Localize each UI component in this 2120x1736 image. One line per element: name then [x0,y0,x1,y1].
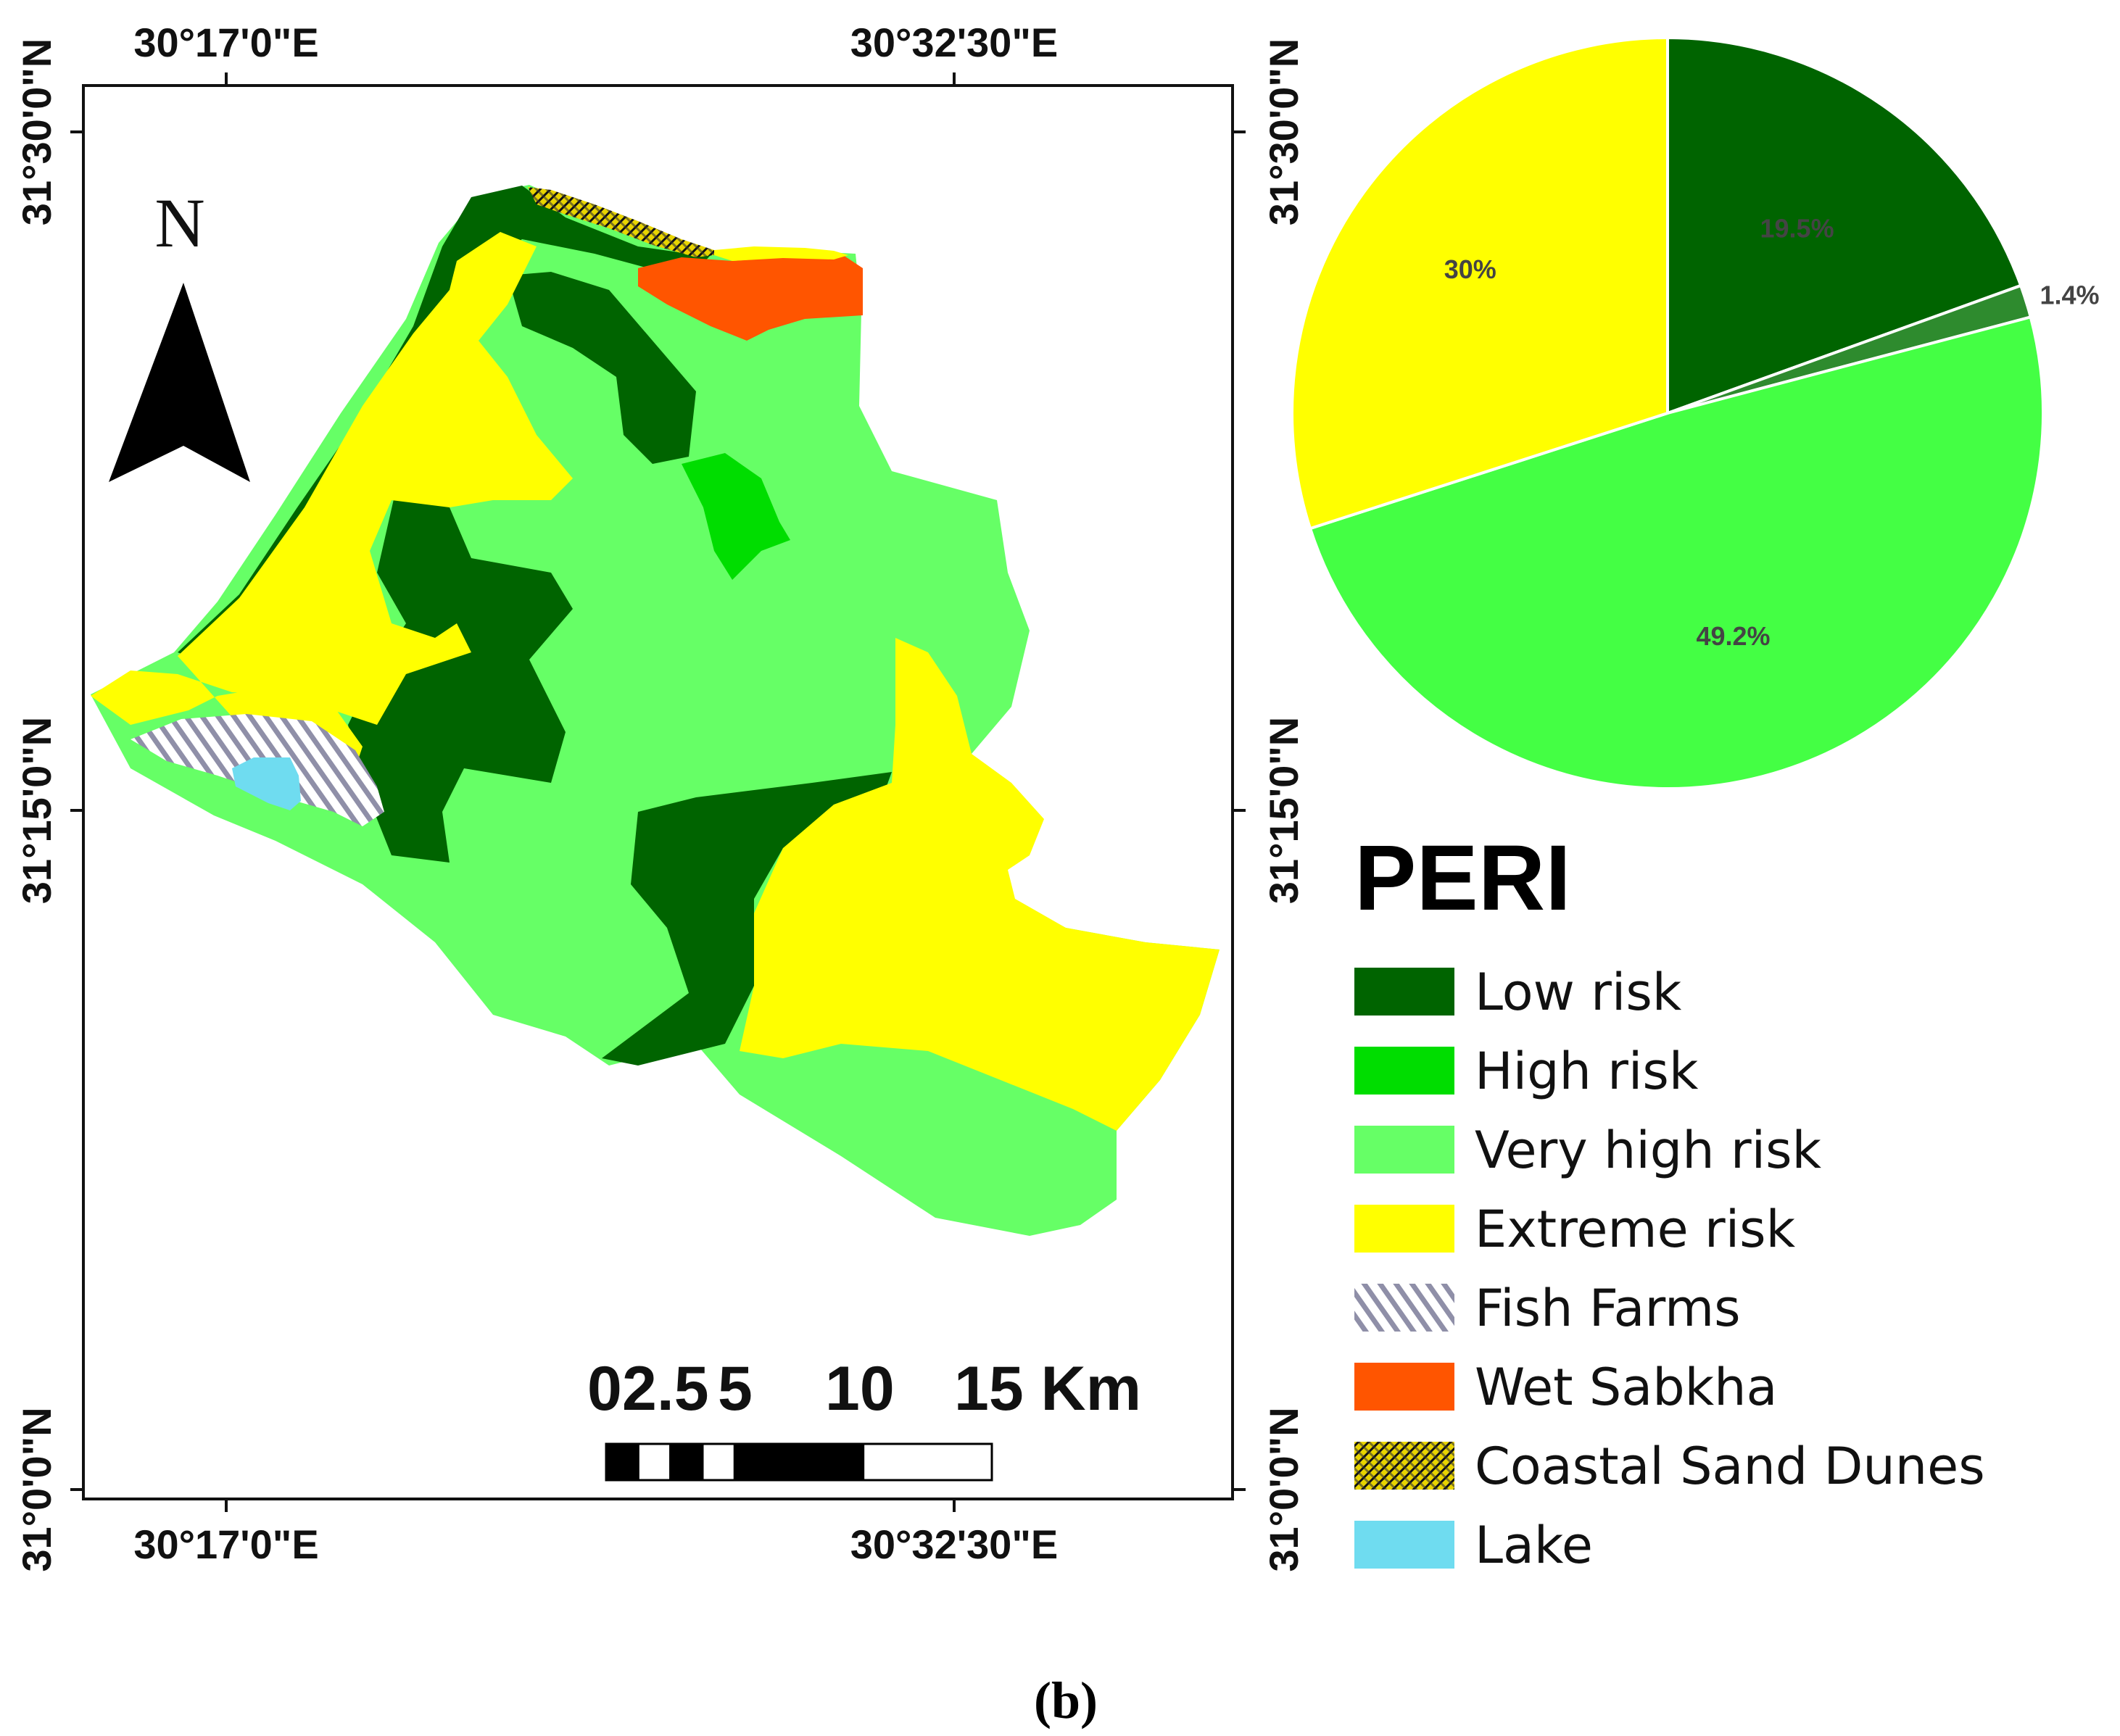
legend-label: Wet Sabkha [1475,1358,1777,1417]
scale-label-15-km: 15 Km [954,1354,1141,1424]
pie-slice-label: 1.4% [2040,281,2100,310]
legend-swatch [1354,1284,1454,1332]
legend-swatch [1354,1126,1454,1174]
coordinate-labels: 30°17'0"E 30°32'30"E 30°17'0"E 30°32'30"… [14,20,1307,1572]
legend-swatch [1354,968,1454,1016]
region-coastal-sand-dunes-ne [714,246,848,261]
legend-label: Fish Farms [1475,1279,1741,1338]
legend-label: Lake [1475,1516,1593,1575]
scale-label-2-5: 2.5 [622,1354,709,1424]
x-label-top-left: 30°17'0"E [133,20,318,65]
scale-label-0: 0 [587,1354,622,1424]
scale-bar-segment [733,1442,865,1482]
legend-swatch [1354,1363,1454,1411]
map-panel: N 0 2.5 5 10 15 Km 30°17'0"E 30°32'30"E … [14,20,1307,1572]
legend-swatch [1354,1205,1454,1253]
scale-bar-segment [605,1442,639,1482]
y-label-right-bottom: 31°0'0"N [1261,1407,1307,1571]
north-arrow-icon [109,283,250,482]
north-arrow: N [109,184,250,482]
legend-label: Extreme risk [1475,1200,1796,1259]
region-low-risk-north [508,272,696,464]
scale-bar-segment [669,1442,704,1482]
pie-slice [1291,36,1669,531]
pie-slice [1666,36,2023,415]
legend-label: Low risk [1475,963,1682,1022]
scale-label-5: 5 [718,1354,753,1424]
region-extreme-risk-nw [91,232,573,768]
x-label-top-right: 30°32'30"E [850,20,1058,65]
region-lake [232,757,301,810]
map-regions [91,185,1220,1236]
map-ticks [70,72,1246,1512]
y-label-right-top: 31°30'0"N [1261,38,1307,225]
scale-label-10: 10 [825,1354,895,1424]
pie-slice-label: 19.5% [1760,214,1834,244]
pie-slice-label: 49.2% [1696,621,1770,651]
legend-swatch [1354,1442,1454,1490]
legend-label: Very high risk [1475,1121,1822,1180]
figure-caption: (b) [1034,1671,1098,1729]
region-high-risk [682,453,790,580]
region-low-risk-west [348,493,573,863]
legend-swatch [1354,1521,1454,1569]
y-label-right-middle: 31°15'0"N [1261,717,1307,904]
region-extreme-risk-se [740,638,1220,1131]
y-label-left-middle: 31°15'0"N [14,717,59,904]
pie-chart: 19.5% 1.4% 49.2% 30% [1291,36,2100,790]
x-label-bottom-left: 30°17'0"E [133,1521,318,1567]
legend-label: Coastal Sand Dunes [1475,1437,1985,1496]
region-wet-sabkha [638,254,863,341]
scale-bar-segments [605,1442,993,1482]
legend-title: PERI [1354,826,1571,930]
legend: PERI Low risk High risk Very high risk Extr… [1354,826,1985,1575]
x-label-bottom-right: 30°32'30"E [850,1521,1058,1567]
legend-label: High risk [1475,1042,1699,1101]
legend-items: Low risk High risk Very high risk Extreme r… [1354,963,1985,1575]
region-low-risk-central [602,772,892,1066]
y-label-left-top: 31°30'0"N [14,38,59,225]
region-coastal-sand-dunes [528,187,714,257]
pie-slice [1308,315,2045,790]
scale-bar-segment [637,1442,672,1482]
legend-swatch [1354,1047,1454,1095]
pie-slice-label: 30% [1444,254,1496,284]
scale-bar-segment [862,1442,993,1482]
y-label-left-bottom: 31°0'0"N [14,1407,59,1571]
scale-bar: 0 2.5 5 10 15 Km [587,1354,1141,1482]
north-label: N [154,184,204,262]
scale-bar-segment [701,1442,736,1482]
